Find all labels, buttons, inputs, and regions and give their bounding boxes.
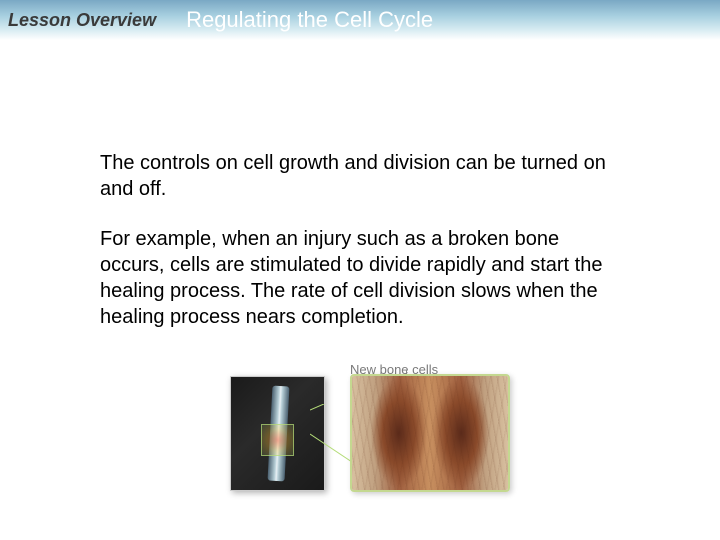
lesson-overview-label: Lesson Overview xyxy=(0,10,186,31)
header-bar: Lesson Overview Regulating the Cell Cycl… xyxy=(0,0,720,40)
figure-wrapper: New bone cells xyxy=(100,354,620,494)
bone-healing-figure: New bone cells xyxy=(210,354,510,494)
paragraph-2: For example, when an injury such as a br… xyxy=(100,226,620,330)
tissue-zoom-panel xyxy=(350,374,510,492)
lesson-title: Regulating the Cell Cycle xyxy=(186,7,433,33)
fracture-highlight-box xyxy=(261,424,294,456)
paragraph-1: The controls on cell growth and division… xyxy=(100,150,620,202)
tissue-texture xyxy=(352,376,508,490)
content-area: The controls on cell growth and division… xyxy=(0,40,720,494)
